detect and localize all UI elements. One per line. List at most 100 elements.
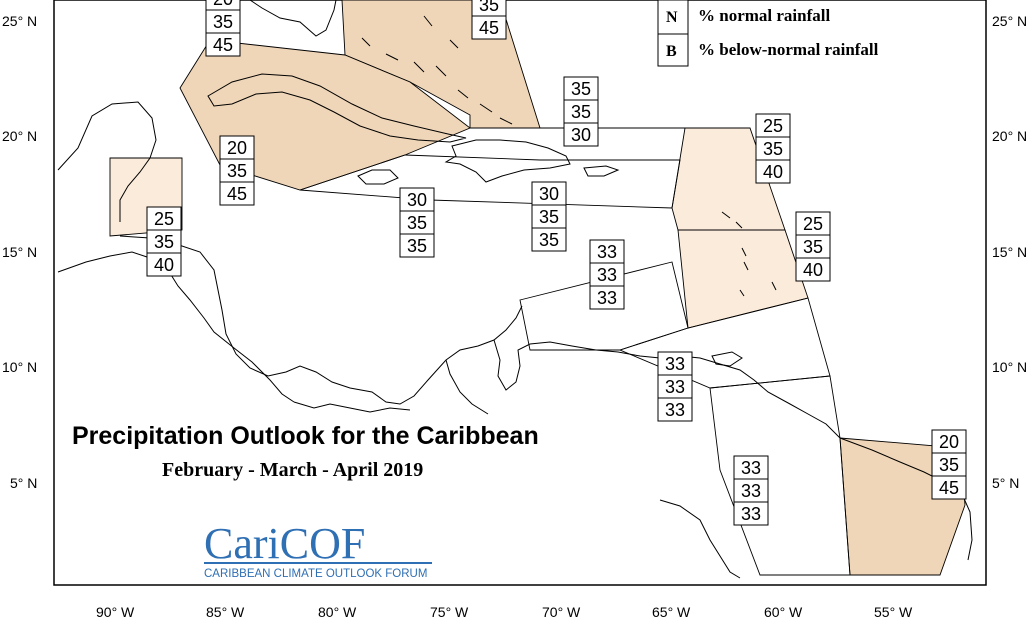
coastline-puerto-rico <box>583 165 620 177</box>
probability-box-turks-caicos: 35 35 30 <box>563 76 599 147</box>
probability-box-abc-islands: 33 33 33 <box>589 239 625 310</box>
region-trinidad <box>618 297 831 389</box>
coastline-panama-south <box>293 401 411 413</box>
probability-cell <box>219 181 255 206</box>
coastlines <box>57 0 973 579</box>
probability-value: 35 <box>154 232 174 252</box>
probability-value: 30 <box>571 125 591 145</box>
outlook-regions <box>109 0 966 576</box>
legend-label: % below-normal rainfall <box>698 40 879 59</box>
lon-label: 55° W <box>874 604 913 620</box>
probability-cell <box>931 475 967 500</box>
coastline-colombia-coast <box>445 359 489 415</box>
lat-label: 25° N <box>992 13 1027 29</box>
latitude-labels-right: 25° N 20° N 15° N 10° N 5° N <box>992 13 1027 491</box>
caricof-logo: CariCOF CARIBBEAN CLIMATE OUTLOOK FORUM <box>204 519 432 580</box>
legend: N % normal rainfall B % below-normal rai… <box>657 0 879 67</box>
logo-tagline: CARIBBEAN CLIMATE OUTLOOK FORUM <box>204 568 427 580</box>
coastline-florida <box>249 0 337 37</box>
probability-value: 33 <box>665 377 685 397</box>
lon-label: 85° W <box>206 604 245 620</box>
lat-label: 15° N <box>2 244 37 260</box>
longitude-labels: 90° W 85° W 80° W 75° W 70° W 65° W 60° … <box>96 604 913 620</box>
lon-label: 70° W <box>542 604 581 620</box>
probability-box-windward-islands: 25 35 40 <box>795 211 831 282</box>
probability-value: 40 <box>803 260 823 280</box>
probability-value: 45 <box>479 18 499 38</box>
probability-value: 33 <box>597 288 617 308</box>
logo-underline <box>204 562 432 564</box>
coastline-yucatan <box>57 101 157 222</box>
lat-label: 25° N <box>2 13 37 29</box>
probability-box-bahamas-west: 20 35 45 <box>205 0 241 57</box>
probability-value: 35 <box>479 0 499 15</box>
probability-value: 33 <box>741 481 761 501</box>
coastline-venezuela <box>493 339 841 439</box>
probability-cell <box>146 252 182 277</box>
probability-value: 25 <box>763 116 783 136</box>
lon-label: 90° W <box>96 604 135 620</box>
probability-value: 25 <box>803 214 823 234</box>
probability-value: 20 <box>227 138 247 158</box>
probability-value: 33 <box>741 504 761 524</box>
probability-box-jamaica: 30 35 35 <box>399 187 435 258</box>
probability-value: 33 <box>665 400 685 420</box>
probability-cell <box>755 159 791 184</box>
probability-value: 45 <box>939 478 959 498</box>
probability-value: 30 <box>407 190 427 210</box>
map-subtitle: February - March - April 2019 <box>162 459 423 481</box>
coastline-trinidad <box>711 351 743 367</box>
probability-cell <box>531 227 567 252</box>
probability-value: 20 <box>213 0 233 9</box>
lon-label: 80° W <box>318 604 357 620</box>
legend-key: B <box>666 43 677 60</box>
probability-value: 25 <box>154 209 174 229</box>
logo-wordmark: CariCOF <box>204 519 365 568</box>
probability-value: 33 <box>741 458 761 478</box>
probability-value: 35 <box>803 237 823 257</box>
probability-value: 20 <box>939 432 959 452</box>
probability-box-cuba: 20 35 45 <box>219 135 255 206</box>
coastline-south-america-inland <box>659 499 741 579</box>
probability-value: 33 <box>597 265 617 285</box>
coastline-jamaica <box>357 169 399 185</box>
lon-label: 65° W <box>652 604 691 620</box>
probability-cell <box>795 257 831 282</box>
probability-value: 35 <box>571 79 591 99</box>
latitude-labels-left: 25° N 20° N 15° N 10° N 5° N <box>2 13 37 491</box>
legend-key: N <box>666 9 678 26</box>
lat-label: 15° N <box>992 244 1027 260</box>
probability-box-suriname-guiana: 20 35 45 <box>931 429 967 500</box>
probability-value: 45 <box>227 184 247 204</box>
lat-label: 20° N <box>2 128 37 144</box>
region-guyana <box>709 375 851 576</box>
region-jamaica-line <box>299 154 681 209</box>
probability-cell <box>471 15 507 40</box>
probability-cell <box>399 233 435 258</box>
lat-label: 20° N <box>992 128 1027 144</box>
lat-label: 10° N <box>992 359 1027 375</box>
probability-value: 35 <box>539 207 559 227</box>
coastline-cuba <box>207 73 467 143</box>
coastline-central-america-east <box>119 235 523 405</box>
lat-label: 10° N <box>2 359 37 375</box>
probability-value: 35 <box>213 12 233 32</box>
probability-value: 35 <box>939 455 959 475</box>
probability-cell <box>563 122 599 147</box>
legend-label: % normal rainfall <box>698 6 830 25</box>
probability-value: 35 <box>763 139 783 159</box>
probability-box-guyana: 33 33 33 <box>733 455 769 526</box>
probability-cell <box>733 501 769 526</box>
probability-cell <box>589 285 625 310</box>
probability-box-trinidad: 33 33 33 <box>657 351 693 422</box>
probability-value: 33 <box>597 242 617 262</box>
legend-key-box <box>657 33 689 67</box>
region-windward <box>677 229 809 329</box>
probability-cell <box>657 397 693 422</box>
probability-value: 35 <box>571 102 591 122</box>
coastline-bahamas <box>361 15 513 125</box>
probability-box-belize: 25 35 40 <box>146 206 182 277</box>
probability-value: 30 <box>539 184 559 204</box>
